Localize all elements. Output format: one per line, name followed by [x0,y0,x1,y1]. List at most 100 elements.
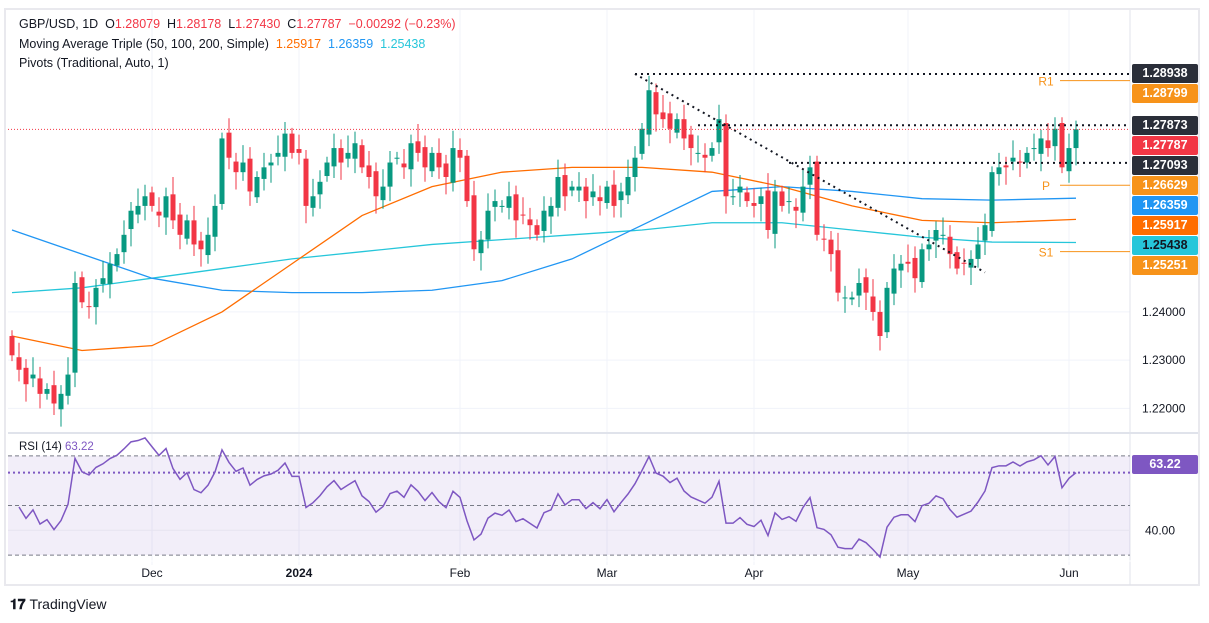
candle-body [261,167,267,179]
ma50-line [11,166,1077,352]
candle-body [93,287,99,308]
rsi-legend-value: 63.22 [65,441,94,453]
brand-name: TradingView [29,596,107,612]
candle-body [135,205,141,215]
candle-body [443,163,449,177]
rsi-line [18,436,1077,559]
candle-body [534,225,540,235]
candle-body [940,234,946,236]
candle-body [905,261,911,264]
candle-body [1045,140,1051,149]
candle-body [751,203,757,206]
candle-body [226,132,232,158]
candle-body [394,157,400,159]
candle-body [359,145,365,168]
candle-body [1024,152,1030,163]
candle-body [975,244,981,259]
candle-body [51,385,57,404]
candle-body [37,378,43,394]
candle-body [625,176,631,196]
candle-body [345,152,351,159]
y-tick-label: 1.24000 [1142,305,1186,319]
high-value: 1.28178 [176,17,222,31]
candle-body [576,186,582,191]
candle-body [58,393,64,410]
pivot-r1-label: R1 [1038,75,1054,89]
candle-body [30,374,36,379]
candle-body [149,192,155,206]
candle-body [422,147,428,168]
candle-body [240,162,246,173]
candle-body [898,263,904,271]
candle-body [667,113,673,129]
candle-body [681,119,687,139]
candle-body [611,184,617,206]
y-tick-label: 1.22000 [1142,401,1186,415]
ma50-value: 1.25917 [275,37,322,51]
candle-body [569,186,575,191]
candle-body [331,148,337,167]
candle-body [170,194,176,221]
candle-body [184,220,190,239]
candle-body [695,152,701,154]
close-label: C [287,17,297,31]
candle-body [926,244,932,250]
chart-frame [4,8,1200,586]
candle-body [590,191,596,198]
trendline [634,73,986,274]
candle-body [660,112,666,120]
candle-body [772,191,778,234]
candle-body [1038,138,1044,154]
candle-body [555,176,561,208]
pivots-legend[interactable]: Pivots (Traditional, Auto, 1) [19,56,169,70]
candle-body [296,149,302,153]
candle-body [65,374,71,396]
candle-body [996,167,1002,175]
low-label: L [228,17,236,31]
candle-body [716,119,722,143]
candle-body [604,186,610,204]
candle-body [835,250,841,293]
candle-body [779,191,785,206]
candle-body [1073,129,1079,149]
candle-body [1059,123,1065,168]
ma-legend[interactable]: Moving Average Triple (50, 100, 200, Sim… [19,37,425,51]
candle-body [23,367,29,385]
candle-body [310,196,316,208]
candle-body [709,148,715,156]
candle-body [646,90,652,135]
low-value: 1.27430 [235,17,281,31]
y-tick-label: 1.23000 [1142,353,1186,367]
rsi-value-label: 63.22 [1132,455,1198,474]
x-tick-label: Apr [745,566,764,580]
candle-body [107,263,113,284]
x-tick-label: Feb [450,566,471,580]
candle-body [212,205,218,237]
tradingview-logo[interactable]: 𝟏𝟕 TradingView [10,596,107,613]
candle-body [562,175,568,197]
candle-body [352,143,358,159]
candle-body [233,161,239,173]
price-label: 1.26629 [1132,175,1198,195]
candle-body [268,162,274,166]
candle-body [919,249,925,283]
candle-body [877,311,883,337]
candle-body [688,134,694,149]
rsi-title: RSI (14) [19,441,62,453]
candle-body [1031,148,1037,150]
candle-body [954,252,960,269]
price-label: 1.27093 [1132,155,1198,175]
candle-body [989,172,995,231]
rsi-legend[interactable]: RSI (14) 63.22 [19,441,94,453]
ma-title: Moving Average Triple (50, 100, 200, Sim… [19,37,269,51]
candle-body [156,211,162,216]
close-value: 1.27787 [296,17,342,31]
candle-body [121,234,127,253]
price-label: 1.26359 [1132,195,1198,215]
price-label: 1.25917 [1132,215,1198,235]
candle-body [814,161,820,235]
candle-body [163,196,169,218]
candle-body [520,214,526,216]
